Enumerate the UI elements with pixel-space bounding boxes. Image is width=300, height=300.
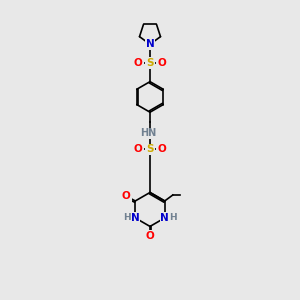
Text: S: S — [146, 58, 154, 68]
Text: O: O — [134, 58, 143, 68]
Text: O: O — [157, 144, 166, 154]
Text: HN: HN — [140, 128, 156, 138]
Text: H: H — [123, 213, 131, 222]
Text: O: O — [157, 58, 166, 68]
Text: O: O — [134, 144, 143, 154]
Text: S: S — [146, 144, 154, 154]
Text: H: H — [169, 213, 177, 222]
Text: O: O — [146, 231, 154, 241]
Text: O: O — [122, 191, 131, 201]
Text: N: N — [131, 213, 140, 223]
Text: N: N — [146, 39, 154, 49]
Text: N: N — [160, 213, 169, 223]
